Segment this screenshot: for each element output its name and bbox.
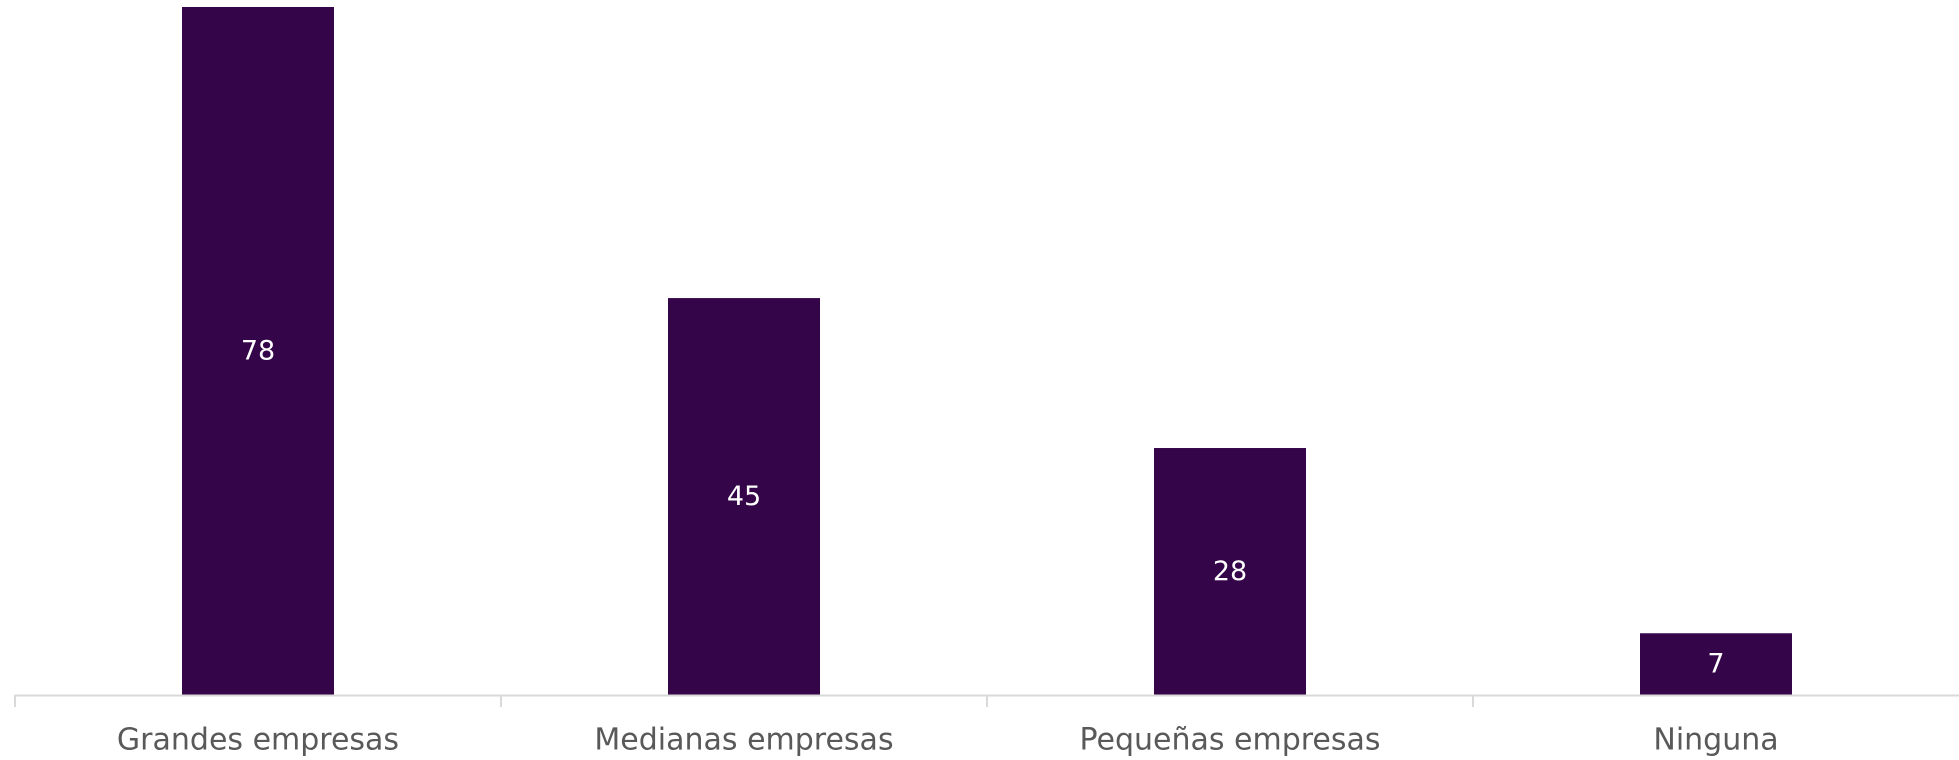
bar-0: [182, 7, 334, 695]
category-label: Grandes empresas: [117, 723, 399, 758]
bar-1: [668, 298, 820, 695]
bar-3: [1640, 633, 1792, 695]
bar-value-label: 45: [727, 481, 761, 512]
bar-2: [1154, 448, 1306, 695]
category-label: Pequeñas empresas: [1079, 723, 1380, 758]
bars-group: 78 45 28 7: [182, 7, 1792, 695]
category-label: Medianas empresas: [594, 723, 893, 758]
category-labels-group: Grandes empresas Medianas empresas Pequeña…: [117, 723, 1779, 758]
bar-value-label: 7: [1707, 649, 1724, 680]
bar-value-label: 28: [1213, 556, 1247, 587]
category-label: Ninguna: [1653, 723, 1778, 758]
x-axis: [14, 694, 1959, 707]
bar-value-label: 78: [241, 336, 275, 367]
